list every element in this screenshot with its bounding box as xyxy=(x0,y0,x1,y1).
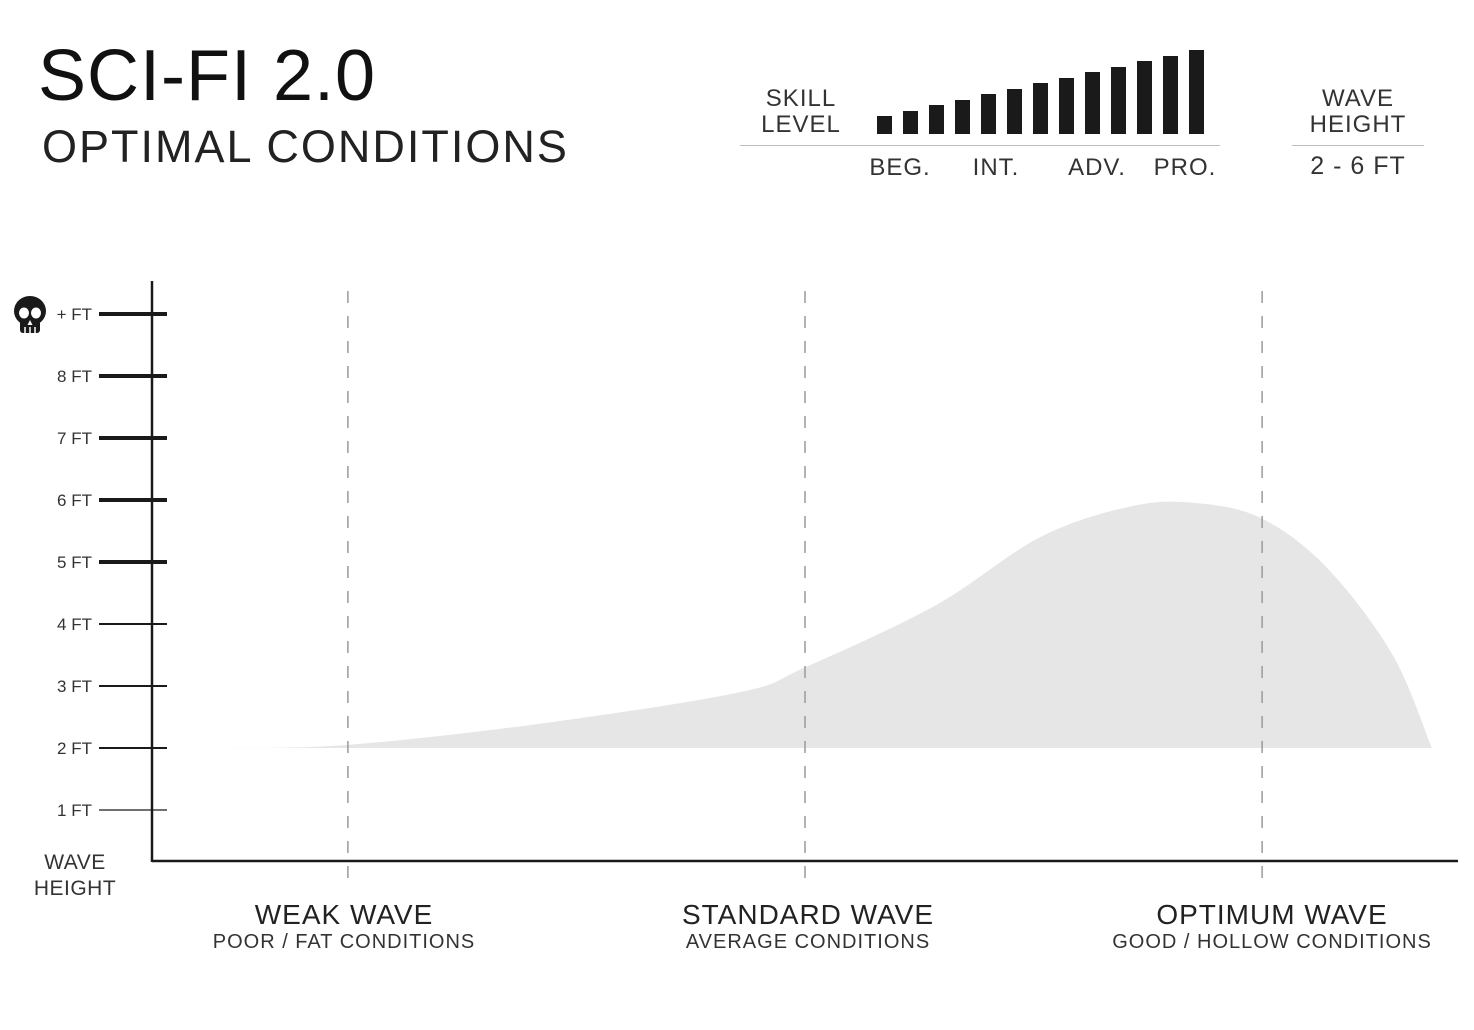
skill-level-label-line1: SKILL xyxy=(765,85,837,112)
skill-level-bar xyxy=(1007,88,1022,134)
y-tick-label: 2 FT xyxy=(57,739,92,758)
wave-height-box-label: WAVE HEIGHT xyxy=(1292,86,1424,138)
condition-standard: STANDARD WAVE AVERAGE CONDITIONS xyxy=(682,900,934,954)
skill-level-bar xyxy=(1163,55,1178,134)
skull-icon xyxy=(14,296,46,333)
condition-weak: WEAK WAVE POOR / FAT CONDITIONS xyxy=(213,900,476,954)
wave-height-range-value: 2 - 6 FT xyxy=(1310,152,1406,180)
skill-level-bar xyxy=(981,94,996,134)
skill-level-bar xyxy=(1033,83,1048,134)
y-tick-label: 1 FT xyxy=(57,801,92,820)
condition-standard-title: STANDARD WAVE xyxy=(681,899,935,930)
condition-optimum: OPTIMUM WAVE GOOD / HOLLOW CONDITIONS xyxy=(1112,900,1432,954)
y-tick-label: 8 FT xyxy=(57,367,92,386)
skill-tick-advanced: ADV. xyxy=(1068,154,1126,181)
condition-standard-subtitle: AVERAGE CONDITIONS xyxy=(685,931,931,953)
skill-level-label-line2: LEVEL xyxy=(761,111,841,138)
y-tick-label: 6 FT xyxy=(57,491,92,510)
skill-level-label: SKILL LEVEL xyxy=(746,86,856,138)
wave-height-box-label-line1: WAVE xyxy=(1321,85,1394,112)
skill-level-divider xyxy=(740,145,1220,146)
skill-level-bar xyxy=(1059,77,1074,134)
skill-level-bar xyxy=(1111,66,1126,134)
skill-level-meter xyxy=(877,50,1207,134)
skill-level-bar xyxy=(1189,50,1204,134)
wave-area xyxy=(230,501,1432,748)
y-tick-label: 4 FT xyxy=(57,615,92,634)
condition-weak-subtitle: POOR / FAT CONDITIONS xyxy=(212,931,476,953)
skill-tick-pro: PRO. xyxy=(1153,154,1217,181)
skill-tick-intermediate: INT. xyxy=(972,154,1020,181)
skill-level-bar xyxy=(877,116,892,134)
wave-height-box-label-line2: HEIGHT xyxy=(1309,111,1407,138)
y-tick-label: 3 FT xyxy=(57,677,92,696)
condition-optimum-subtitle: GOOD / HOLLOW CONDITIONS xyxy=(1112,931,1432,953)
page-subtitle: OPTIMAL CONDITIONS xyxy=(42,121,569,172)
page-title: SCI-FI 2.0 xyxy=(38,36,377,116)
y-tick-label: 5 FT xyxy=(57,553,92,572)
skill-tick-beginner: BEG. xyxy=(869,154,931,181)
skill-level-bar xyxy=(1085,72,1100,134)
skill-level-bar xyxy=(955,99,970,134)
y-tick-label: + FT xyxy=(57,305,92,324)
condition-weak-title: WEAK WAVE xyxy=(254,899,434,930)
skill-level-bar xyxy=(903,110,918,134)
wave-height-box-divider xyxy=(1292,145,1424,146)
skill-level-bar xyxy=(1137,61,1152,134)
skill-level-bar xyxy=(929,105,944,134)
condition-optimum-title: OPTIMUM WAVE xyxy=(1156,899,1388,930)
y-tick-label: 7 FT xyxy=(57,429,92,448)
y-axis-title: WAVE HEIGHT xyxy=(33,851,117,900)
